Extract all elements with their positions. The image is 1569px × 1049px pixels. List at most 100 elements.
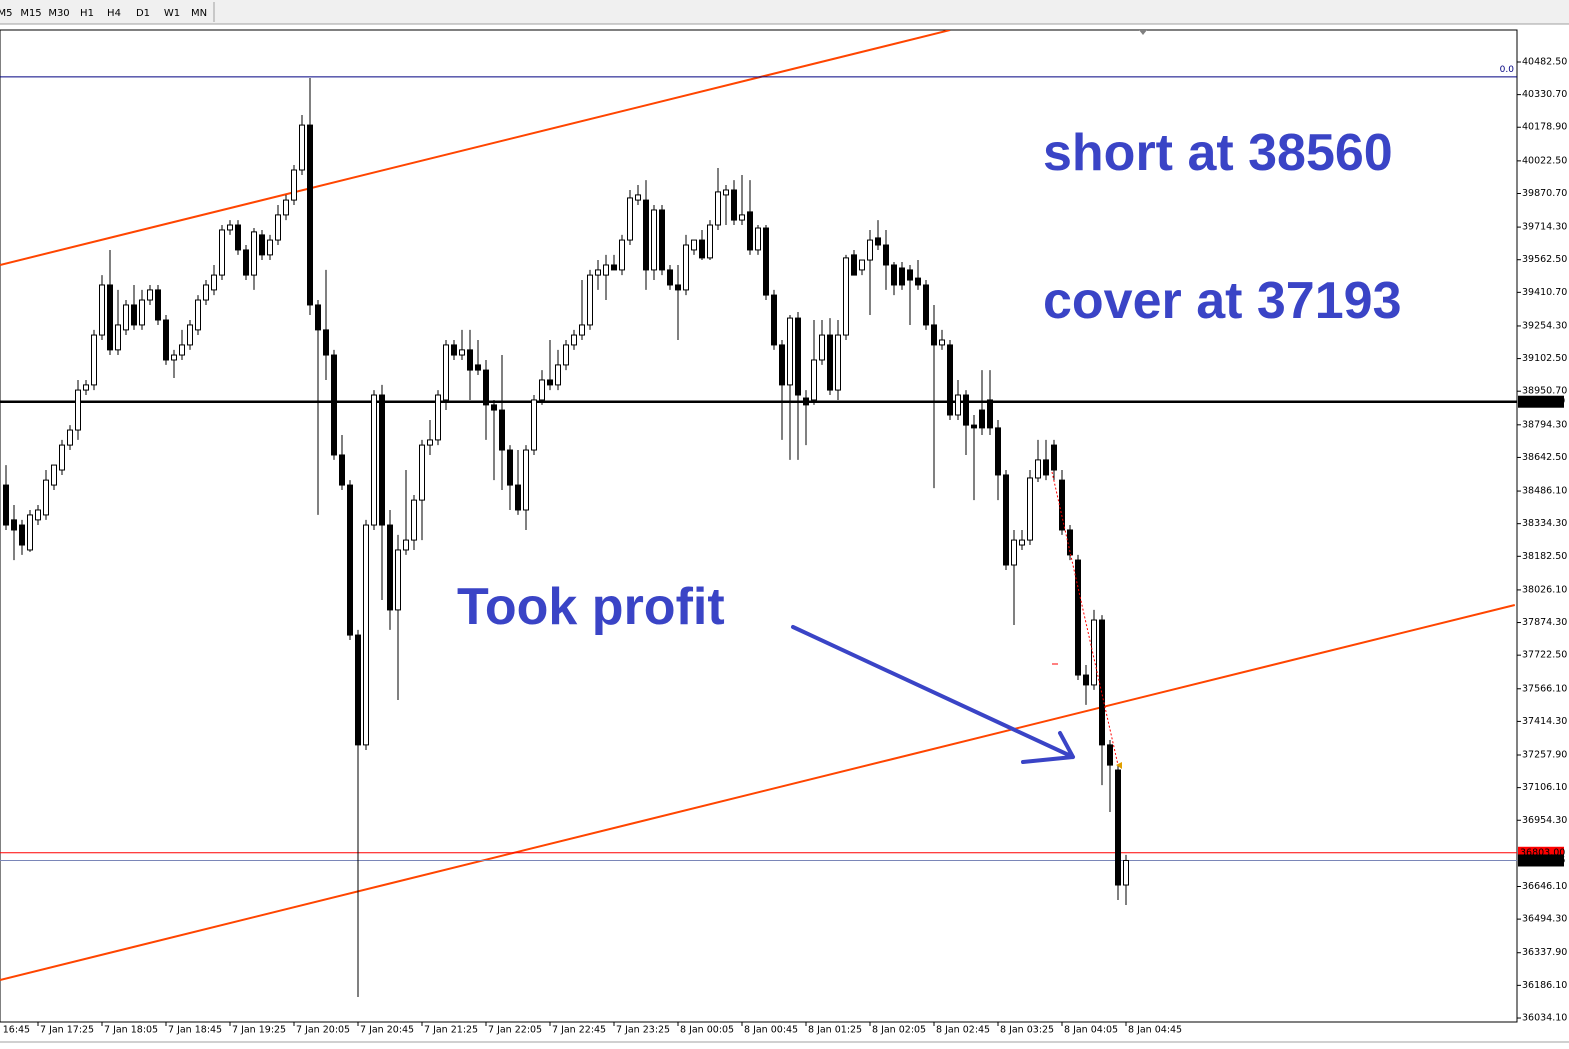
x-tick-label: 7 Jan 18:05 — [104, 1025, 158, 1036]
plot — [0, 30, 1517, 997]
candle-body — [603, 264, 609, 276]
candle-body — [731, 189, 737, 221]
y-tick-label: 38334.30 — [1522, 518, 1567, 529]
candle-body — [939, 339, 945, 346]
y-tick-label: 36494.30 — [1522, 914, 1567, 925]
y-tick-label: 38026.10 — [1522, 584, 1567, 595]
price-label-box — [1518, 854, 1564, 867]
candle-body — [443, 344, 449, 401]
candle-body — [963, 394, 969, 426]
y-tick-label: 37722.50 — [1522, 650, 1567, 661]
candle-body — [43, 479, 49, 516]
toolbar — [0, 0, 1569, 24]
arrow — [791, 625, 1075, 764]
candle-body — [867, 239, 873, 261]
candle-body — [307, 124, 313, 306]
x-tick-label: 7 Jan 22:45 — [552, 1025, 606, 1036]
x-tick-label: 8 Jan 00:05 — [680, 1025, 734, 1036]
candle-body — [563, 344, 569, 366]
y-tick-label: 39562.50 — [1522, 254, 1567, 265]
candle-body — [91, 334, 97, 386]
trendline — [0, 30, 951, 266]
y-tick-label: 37257.90 — [1522, 750, 1567, 761]
candle-body — [107, 284, 113, 351]
candle-body — [27, 514, 33, 551]
candle-body — [51, 464, 57, 486]
x-tick-label: 7 Jan 22:05 — [488, 1025, 542, 1036]
x-tick-label: 7 Jan 20:05 — [296, 1025, 350, 1036]
candle-body — [995, 427, 1001, 476]
candle-body — [635, 194, 641, 201]
candle-body — [331, 354, 337, 456]
annotation: short at 38560 — [1043, 124, 1393, 182]
candle-body — [595, 269, 601, 276]
axes: 40482.50 40330.70 40178.90 40022.50 39870.70… — [0, 57, 1567, 1036]
candle-body — [379, 394, 385, 526]
candle-body — [547, 379, 553, 386]
candle-body — [179, 344, 185, 356]
y-tick-label: 39410.70 — [1522, 287, 1567, 298]
candle-body — [155, 289, 161, 321]
timeframe-button: MN — [191, 8, 207, 19]
candle-body — [483, 369, 489, 406]
y-tick-label: 40022.50 — [1522, 155, 1567, 166]
candle-body — [899, 267, 905, 286]
candle-body — [411, 499, 417, 541]
annotation: Took profit — [457, 578, 725, 636]
candle-body — [83, 384, 89, 391]
candle-body — [515, 484, 521, 511]
candle-body — [819, 334, 825, 361]
timeframe-button: H1 — [80, 8, 94, 19]
y-tick-label: 40482.50 — [1522, 57, 1567, 68]
candle-body — [715, 191, 721, 226]
plot-area — [0, 29, 1518, 1023]
shift-marker — [1139, 30, 1147, 35]
y-tick-label: 37566.10 — [1522, 683, 1567, 694]
candle-body — [651, 209, 657, 271]
candle-body — [1123, 859, 1129, 886]
candle-body — [667, 269, 673, 286]
candle-body — [619, 239, 625, 271]
price-label: 36767.16 — [1520, 855, 1565, 866]
candle-body — [707, 224, 713, 259]
candle-body — [675, 284, 681, 291]
y-tick-label: 38794.30 — [1522, 419, 1567, 430]
candle-body — [1083, 674, 1089, 686]
x-tick-label: 8 Jan 01:25 — [808, 1025, 862, 1036]
candle-body — [747, 211, 753, 251]
candle-body — [219, 229, 225, 276]
candle-body — [579, 324, 585, 336]
candle-body — [267, 239, 273, 256]
price-label: 36803.00 — [1520, 847, 1565, 858]
fib-label: 0.0 — [1500, 65, 1515, 75]
candle-body — [587, 274, 593, 326]
candle-body — [955, 394, 961, 416]
candle-body — [883, 244, 889, 266]
y-tick-label: 39254.30 — [1522, 320, 1567, 331]
candle-body — [763, 227, 769, 296]
candle-body — [1059, 479, 1065, 531]
candle-body — [435, 394, 441, 441]
y-tick-label: 38182.50 — [1522, 551, 1567, 562]
candle-body — [1011, 539, 1017, 566]
candle-body — [499, 409, 505, 451]
candle-body — [475, 364, 481, 371]
candle-body — [19, 524, 25, 546]
x-tick-label: 8 Jan 03:25 — [1000, 1025, 1054, 1036]
candle-body — [699, 239, 705, 259]
y-tick-label: 37874.30 — [1522, 617, 1567, 628]
candle-body — [907, 269, 913, 281]
candle-body — [275, 214, 281, 241]
candle-body — [979, 409, 985, 429]
timeframe-button: H4 — [107, 8, 121, 19]
candle-body — [811, 359, 817, 401]
candle-body — [875, 237, 881, 246]
candle-body — [787, 317, 793, 386]
candle-body — [1003, 474, 1009, 566]
price-label: 38901.79 — [1520, 396, 1565, 407]
candle-body — [251, 231, 257, 276]
candle-body — [803, 397, 809, 406]
candle-body — [315, 304, 321, 331]
